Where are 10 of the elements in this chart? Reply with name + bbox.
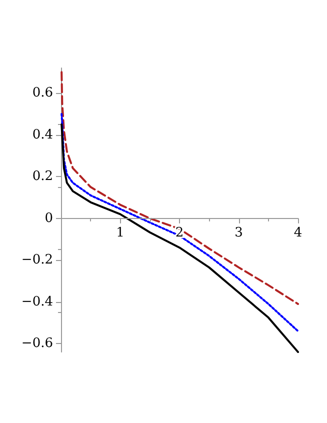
y-tick-label: 0.4: [32, 127, 53, 142]
y-tick-label: 0.2: [32, 169, 53, 184]
y-tick-label: −0.6: [21, 336, 53, 352]
x-tick-label: 4: [294, 225, 302, 240]
y-tick-label: 0.6: [32, 86, 53, 101]
y-tick-label: −0.2: [21, 252, 53, 268]
x-tick-label: 3: [234, 225, 243, 240]
y-tick-label: 0: [44, 210, 53, 226]
x-tick-label: 1: [116, 225, 124, 240]
y-tick-label: −0.4: [21, 294, 53, 310]
